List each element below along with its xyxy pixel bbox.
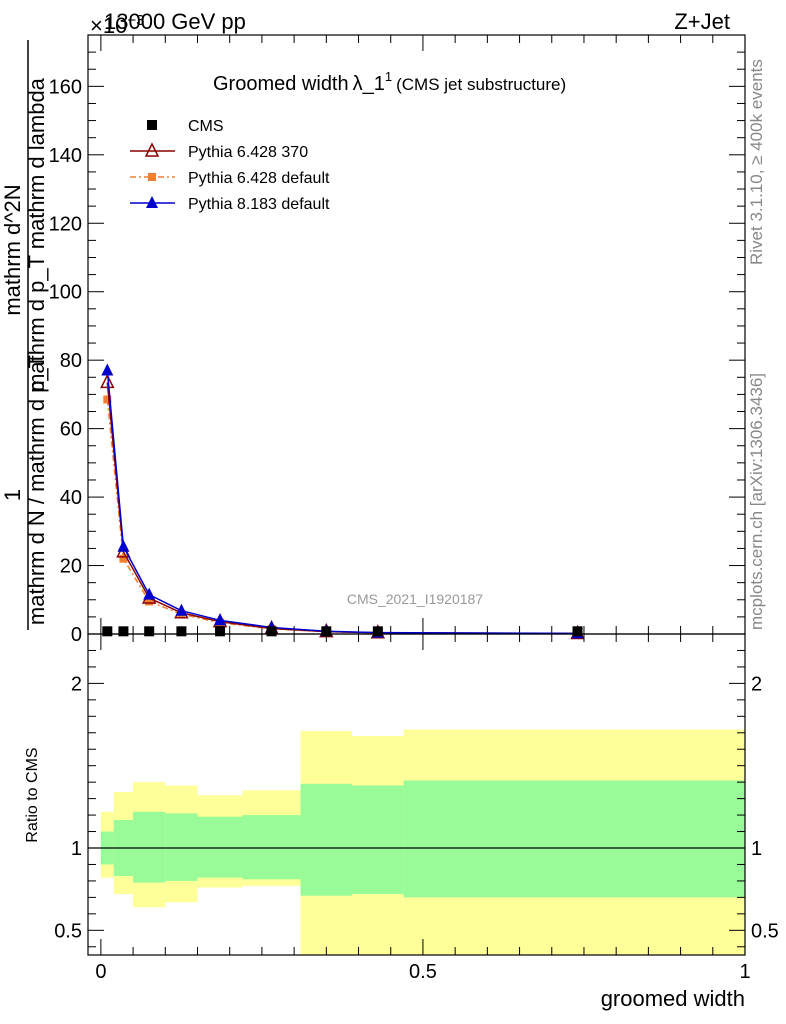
y-tick-label: 80 bbox=[60, 350, 82, 372]
data-point-pythia-6-428-370 bbox=[100, 373, 115, 389]
data-point-cms bbox=[118, 626, 129, 637]
main-plot-area: 0 20 40 60 80 100 120 140 160 bbox=[49, 34, 746, 646]
data-point-pythia-8-183-default bbox=[143, 587, 156, 600]
ratio-y-tick-label-right: 2 bbox=[751, 673, 762, 695]
ratio-y-tick-label: 0.5 bbox=[54, 920, 82, 942]
data-point-cms bbox=[215, 626, 226, 637]
y-tick-label: 160 bbox=[49, 76, 82, 98]
ratio-y-tick-label: 2 bbox=[71, 673, 82, 695]
data-point-cms bbox=[321, 626, 332, 637]
data-point-cms bbox=[176, 626, 187, 637]
exponent-label: ×10−3 bbox=[90, 12, 144, 38]
data-point-pythia-8-183-default bbox=[214, 613, 227, 626]
ylabel-numerator-1: 1 bbox=[0, 489, 25, 501]
data-point-cms bbox=[372, 626, 383, 637]
x-tick-label: 1 bbox=[739, 961, 750, 983]
data-point-cms bbox=[102, 626, 113, 637]
data-point-pythia-8-183-default bbox=[101, 363, 114, 376]
data-point-cms bbox=[144, 626, 155, 637]
legend-marker-cms bbox=[147, 120, 157, 130]
x-tick-label: 0 bbox=[95, 961, 106, 983]
data-point-pythia-6-428-default bbox=[119, 554, 128, 563]
y-tick-label: 40 bbox=[60, 487, 82, 509]
stat-uncertainty-band bbox=[165, 813, 198, 881]
legend-label-pythia-6-428-370: Pythia 6.428 370 bbox=[188, 144, 308, 161]
stat-uncertainty-band bbox=[300, 783, 353, 896]
ratio-plot-area: 0.5 0.51 12 20 0.5 1 bbox=[54, 633, 779, 983]
data-point-pythia-6-428-default bbox=[145, 597, 154, 606]
y-tick-label: 100 bbox=[49, 282, 82, 304]
ratio-y-tick-label-right: 0.5 bbox=[751, 920, 779, 942]
legend-label-cms: CMS bbox=[188, 118, 224, 135]
stat-uncertainty-band bbox=[197, 816, 243, 878]
ylabel-numerator-2: mathrm d^2N bbox=[0, 184, 25, 315]
legend-marker-pythia-6-428-370 bbox=[144, 142, 160, 157]
main-frame bbox=[87, 34, 746, 635]
legend-label-pythia-6-428-default: Pythia 6.428 default bbox=[188, 170, 330, 187]
plot-title: Groomed width λ_11 (CMS jet substructure) bbox=[213, 69, 566, 95]
ylabel-denominator-2: mathrm d p_T mathrm d lambda bbox=[24, 77, 49, 392]
legend-marker-pythia-8-183-default bbox=[146, 196, 158, 208]
data-point-cms bbox=[266, 626, 277, 637]
mcplots-label: mcplots.cern.ch [arXiv:1306.3436] bbox=[747, 373, 766, 630]
process-label: Z+Jet bbox=[674, 9, 730, 34]
data-point-pythia-8-183-default bbox=[117, 539, 130, 552]
rivet-label: Rivet 3.1.10, ≥ 400k events bbox=[747, 59, 766, 265]
y-tick-label: 0 bbox=[71, 624, 82, 646]
stat-uncertainty-band bbox=[133, 811, 166, 883]
data-point-pythia-8-183-default bbox=[175, 603, 188, 616]
data-point-pythia-6-428-default bbox=[103, 395, 112, 404]
y-tick-label: 140 bbox=[49, 145, 82, 167]
series-line-pythia-6-428-370 bbox=[106, 382, 578, 635]
ratio-y-tick-label-right: 1 bbox=[751, 838, 762, 860]
ratio-ylabel: Ratio to CMS bbox=[24, 747, 41, 842]
legend-label-pythia-8-183-default: Pythia 8.183 default bbox=[188, 196, 330, 213]
legend: CMS Pythia 6.428 370 Pythia 6.428 default P… bbox=[130, 118, 330, 213]
ratio-y-tick-label: 1 bbox=[71, 838, 82, 860]
energy-label: 13000 GeV pp bbox=[104, 9, 246, 34]
y-tick-label: 20 bbox=[60, 556, 82, 578]
series-line-pythia-8-183-default bbox=[106, 370, 578, 635]
y-tick-label: 120 bbox=[49, 213, 82, 235]
analysis-id: CMS_2021_I1920187 bbox=[347, 591, 483, 607]
legend-marker-pythia-6-428-default bbox=[148, 173, 156, 181]
series-line-pythia-6-428-default bbox=[106, 399, 578, 635]
x-tick-label: 0.5 bbox=[409, 961, 437, 983]
stat-uncertainty-band bbox=[403, 780, 745, 898]
stat-uncertainty-band bbox=[242, 815, 301, 880]
ratio-frame bbox=[87, 633, 746, 956]
main-ylabel: mathrm d^2N mathrm d p_T mathrm d lambda… bbox=[0, 40, 49, 630]
stat-uncertainty-band bbox=[352, 785, 404, 895]
ylabel-denominator-1: mathrm d N / mathrm d p_T bbox=[24, 355, 49, 625]
y-tick-label: 60 bbox=[60, 419, 82, 441]
data-point-cms bbox=[572, 626, 583, 637]
x-axis-label: groomed width bbox=[601, 986, 745, 1011]
